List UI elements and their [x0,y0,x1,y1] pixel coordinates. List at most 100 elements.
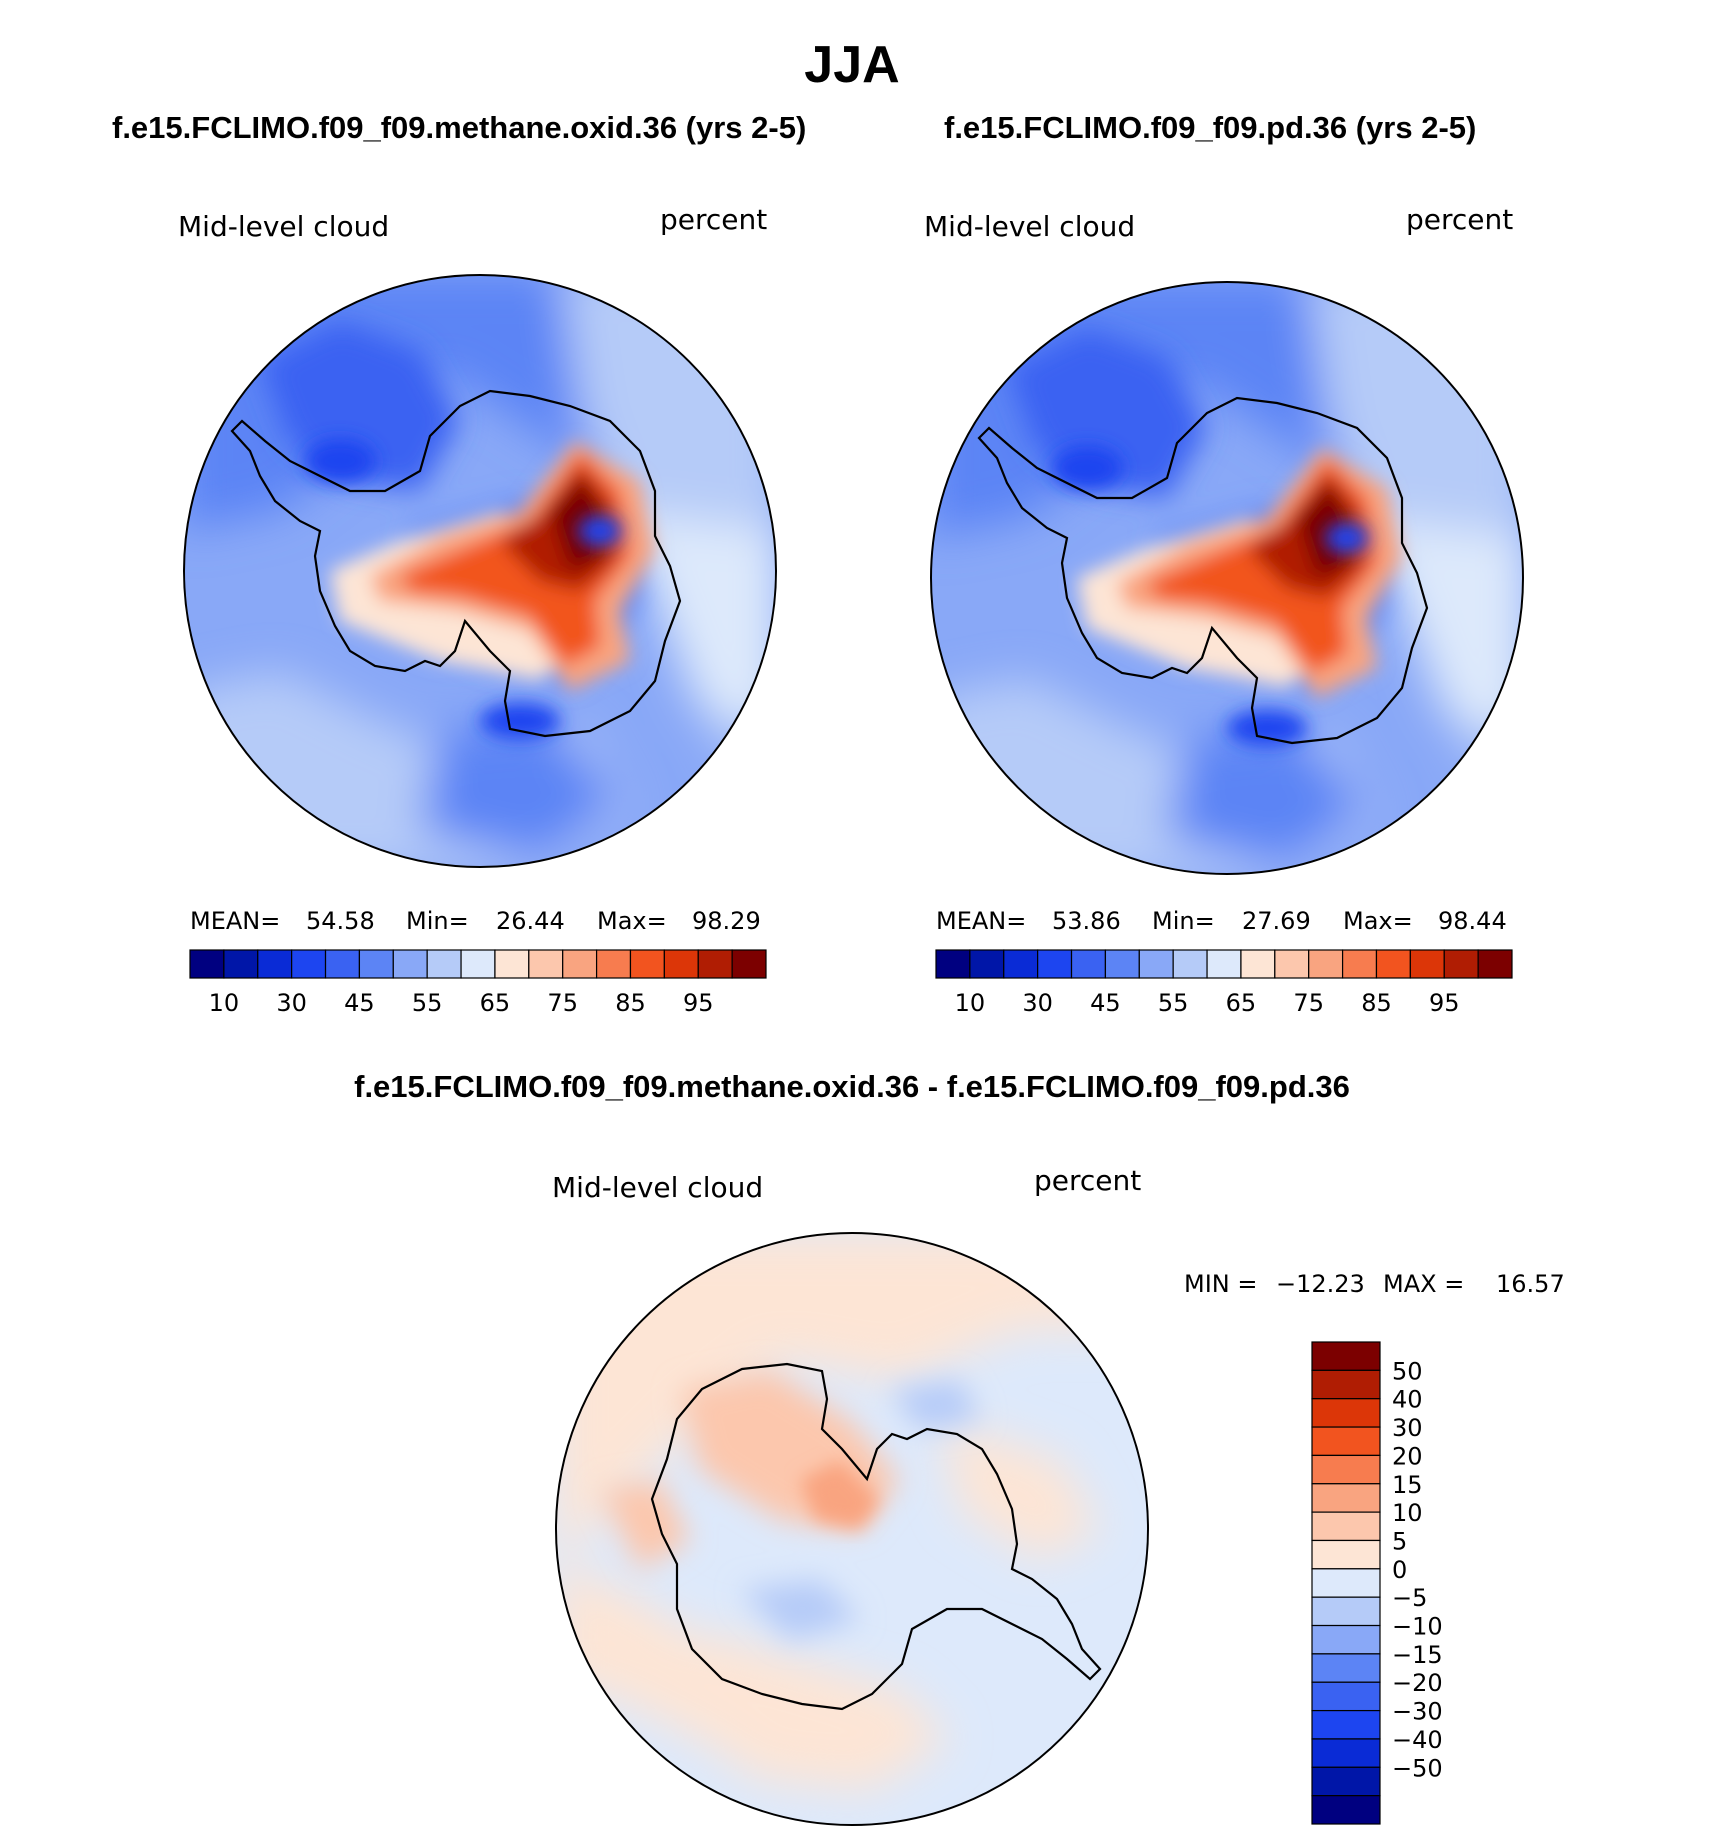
stats-left: MEAN= 54.58 Min= 26.44 Max= 98.29 [190,907,761,935]
colorbar-right-swatch [1104,949,1140,979]
colorbar-left-swatch [460,949,496,979]
case-title-right: f.e15.FCLIMO.f09_f09.pd.36 (yrs 2-5) [944,110,1476,145]
mean-label-right: MEAN= [936,907,1026,935]
mean-value-left: 54.58 [306,907,375,935]
colorbar-diff-swatch [1311,1795,1381,1825]
colorbar-diff-swatch [1311,1539,1381,1570]
colorbar-right-swatch [1172,949,1208,979]
colorbar-right-swatch [1037,949,1073,979]
colorbar-left-swatch [223,949,259,979]
colorbar-right-tick-label: 55 [1158,989,1189,1017]
max-label-right: Max= [1343,907,1413,935]
colorbar-right-tick-label: 85 [1361,989,1392,1017]
colorbar-right-swatch [1409,949,1445,979]
colorbar-left-swatch [392,949,428,979]
panel-difference: f.e15.FCLIMO.f09_f09.methane.oxid.36 - f… [354,1069,1565,1826]
colorbar-right-swatch [1443,949,1479,979]
colorbar-left-swatch [629,949,665,979]
mean-label-left: MEAN= [190,907,280,935]
colorbar-diff-tick-label: −30 [1392,1698,1443,1726]
colorbar-left-tick-label: 55 [412,989,443,1017]
colorbar-right-swatch [1477,949,1513,979]
max-value-right: 98.44 [1438,907,1507,935]
colorbar-right-swatch [1003,949,1039,979]
colorbar-left-swatch [291,949,327,979]
stats-right: MEAN= 53.86 Min= 27.69 Max= 98.44 [936,907,1507,935]
colorbar-left-swatch [426,949,462,979]
colorbar-diff-swatch [1311,1426,1381,1457]
colorbar-right-swatch [935,949,971,979]
colorbar-left-swatch [697,949,733,979]
max-value-left: 98.29 [692,907,761,935]
colorbar-right-swatch [1240,949,1276,979]
colorbar-diff-swatch [1311,1738,1381,1768]
colorbar-left-tick-label: 30 [276,989,307,1017]
colorbar-diff-swatch [1311,1398,1381,1428]
colorbar-right-tick-label: 10 [955,989,986,1017]
figure-title: JJA [804,36,899,94]
colorbar-right-tick-label: 95 [1429,989,1460,1017]
colorbar-left-swatch [324,949,361,979]
colorbar-diff-swatch [1311,1596,1381,1627]
colorbar-diff-tick-label: −40 [1392,1726,1443,1754]
units-label-right: percent [1406,203,1513,236]
variable-label-left: Mid-level cloud [178,210,389,243]
variable-label-right: Mid-level cloud [924,210,1135,243]
polar-map-diff [556,1233,1148,1825]
max-label-left: Max= [597,907,667,935]
colorbar-diff-tick-label: 10 [1392,1499,1423,1527]
colorbar-left: 10 30 45 55 65 75 85 95 [189,949,767,1017]
colorbar-diff-swatch [1311,1511,1381,1542]
colorbar-left-swatch [528,949,564,979]
colorbar-right-swatch [1375,949,1411,979]
units-label-left: percent [660,203,767,236]
colorbar-diff-tick-label: 0 [1392,1556,1407,1584]
min-value-right: 27.69 [1242,907,1311,935]
units-label-diff: percent [1034,1164,1141,1197]
colorbar-diff-swatch [1311,1766,1381,1797]
colorbar-left-swatch [663,949,699,979]
colorbar-diff-swatch [1311,1624,1381,1655]
min-label-diff: MIN = [1184,1270,1257,1298]
colorbar-diff-tick-label: −10 [1392,1613,1443,1641]
min-label-left: Min= [406,907,469,935]
colorbar-left-tick-label: 95 [683,989,714,1017]
colorbar-right-swatch [1138,949,1174,979]
colorbar-diff-tick-label: 30 [1392,1414,1423,1442]
variable-label-diff: Mid-level cloud [552,1171,763,1204]
colorbar-left-swatch [358,949,394,979]
colorbar-diff-tick-label: −5 [1392,1584,1427,1612]
colorbar-diff-swatch [1311,1681,1381,1712]
colorbar-right-tick-label: 65 [1226,989,1257,1017]
colorbar-right-swatch [1274,949,1310,979]
stats-diff: MIN = −12.23 MAX = 16.57 [1184,1270,1565,1298]
colorbar-left-swatch [562,949,598,979]
colorbar-diff-tick-label: 50 [1392,1357,1423,1385]
case-title-left: f.e15.FCLIMO.f09_f09.methane.oxid.36 (yr… [112,110,806,145]
colorbar-left-tick-label: 10 [209,989,240,1017]
colorbar-right-tick-label: 45 [1090,989,1121,1017]
colorbar-left-tick-label: 65 [480,989,511,1017]
colorbar-left-swatch [189,949,225,979]
colorbar-left-swatch [595,949,632,979]
min-label-right: Min= [1152,907,1215,935]
colorbar-diff-tick-label: 40 [1392,1386,1423,1414]
min-value-left: 26.44 [496,907,565,935]
colorbar-diff-tick-label: −20 [1392,1669,1443,1697]
colorbar-right-swatch [1308,949,1344,979]
colorbar-left-swatch [494,949,530,979]
max-value-diff: 16.57 [1496,1270,1565,1298]
colorbar-right-swatch [1341,949,1378,979]
colorbar-left-tick-label: 45 [344,989,375,1017]
colorbar-right-swatch [1206,949,1242,979]
colorbar-diff-tick-label: 15 [1392,1471,1423,1499]
colorbar-right-tick-label: 75 [1293,989,1324,1017]
colorbar-diff-tick-label: −15 [1392,1641,1443,1669]
colorbar-diff-swatch [1311,1483,1381,1513]
max-label-diff: MAX = [1383,1270,1464,1298]
panel-right: f.e15.FCLIMO.f09_f09.pd.36 (yrs 2-5) Mid… [924,110,1524,1017]
colorbar-diff-tick-label: −50 [1392,1754,1443,1782]
colorbar-right-swatch [1070,949,1107,979]
colorbar-diff-swatch [1311,1568,1381,1598]
